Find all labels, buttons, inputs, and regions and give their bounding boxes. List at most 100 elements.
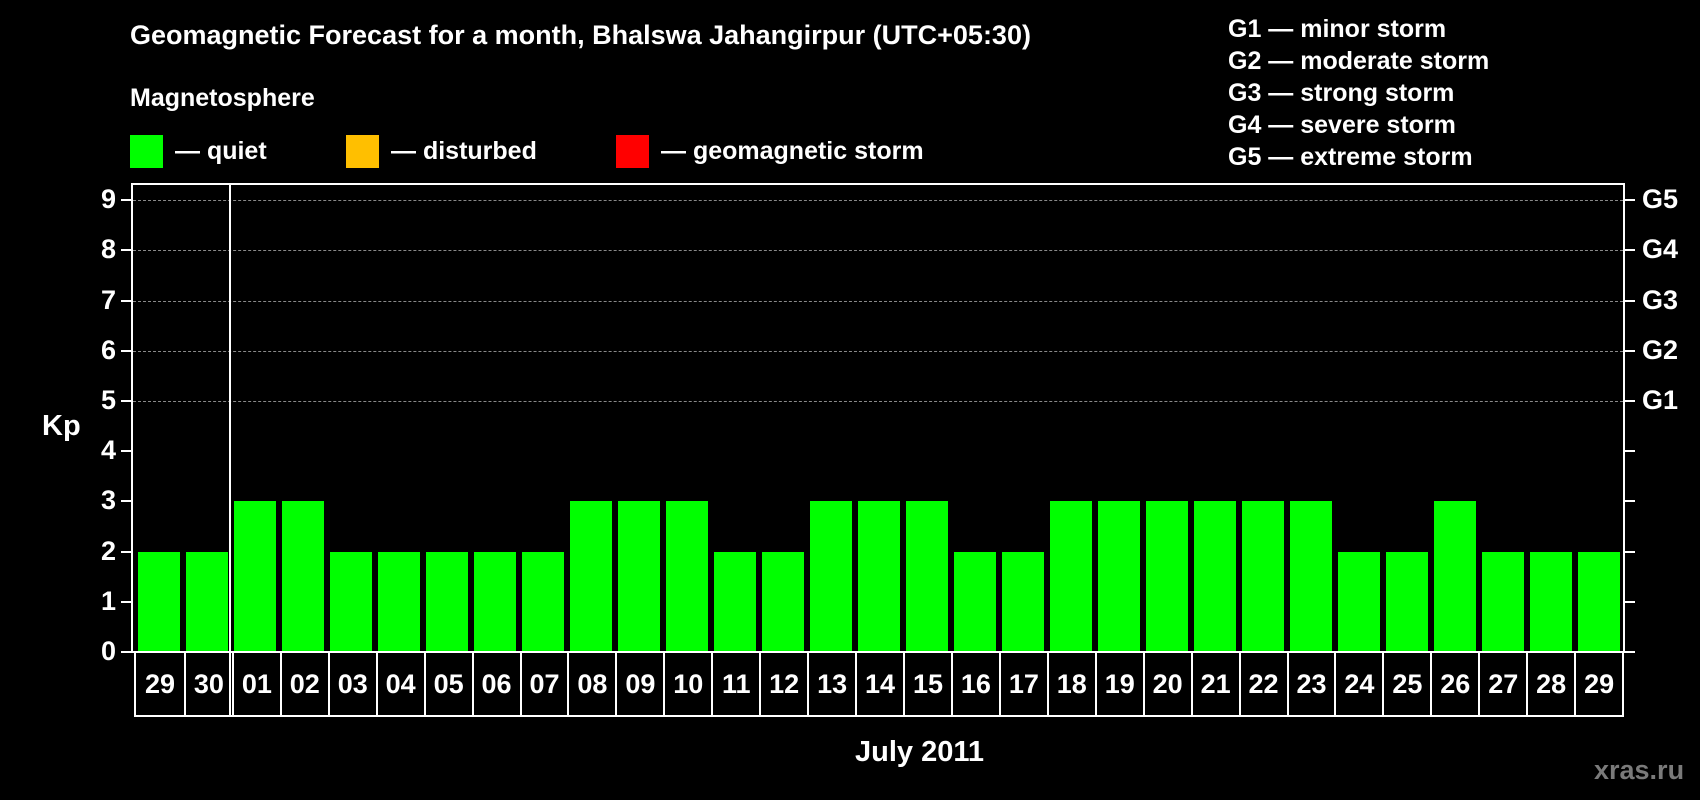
day-label: 02: [279, 653, 328, 715]
storm-swatch-icon: [616, 134, 649, 168]
day-label: 06: [471, 653, 520, 715]
y-tick-label: 6: [100, 334, 116, 365]
kp-bar: [1578, 551, 1620, 653]
kp-bar: [138, 551, 180, 653]
legend-item-quiet: — quiet: [130, 134, 267, 168]
kp-bar: [1242, 501, 1284, 653]
day-label: 23: [1286, 653, 1335, 715]
kp-bar: [426, 551, 468, 653]
day-label: 25: [1382, 653, 1430, 715]
gridline: [133, 401, 1623, 402]
y-tick: [121, 600, 131, 603]
kp-bar: [474, 551, 516, 653]
day-label: 07: [519, 653, 568, 715]
y-tick-label: 3: [100, 485, 116, 516]
day-label: 21: [1190, 653, 1239, 715]
g-level-label: G4: [1642, 234, 1679, 265]
x-axis-label: July 2011: [855, 736, 984, 768]
plot-area: [131, 183, 1625, 653]
y-tick-right: [1625, 550, 1635, 553]
kp-bar: [1290, 501, 1332, 653]
kp-bar: [522, 551, 564, 653]
month-divider: [229, 183, 231, 717]
kp-bar: [1530, 551, 1572, 653]
day-label: 08: [567, 653, 615, 715]
g-level-label: G3: [1642, 284, 1679, 315]
storm-scale-g1: G1 — minor storm: [1228, 15, 1447, 43]
y-axis-label: Kp: [42, 410, 81, 442]
y-tick: [121, 400, 131, 402]
watermark: xras.ru: [1594, 755, 1685, 785]
quiet-swatch-icon: [130, 134, 163, 168]
y-tick-label: 7: [100, 284, 116, 315]
kp-bar: [906, 501, 948, 653]
y-tick-right: [1625, 500, 1635, 503]
day-label: 10: [663, 653, 711, 715]
legend-item-disturbed: — disturbed: [346, 134, 537, 168]
storm-scale-g4: G4 — severe storm: [1228, 111, 1456, 139]
legend-item-storm: — geomagnetic storm: [616, 134, 924, 168]
y-tick-right: [1625, 249, 1635, 252]
g-level-label: G5: [1642, 184, 1679, 215]
g-level-label: G1: [1642, 385, 1679, 415]
kp-bar: [618, 501, 660, 653]
storm-scale-g2: G2 — moderate storm: [1228, 47, 1490, 75]
y-tick-label: 8: [100, 234, 116, 265]
day-label: 22: [1238, 653, 1287, 715]
storm-scale-g5: G5 — extreme storm: [1228, 143, 1473, 171]
day-label: 20: [1142, 653, 1191, 715]
y-tick-label: 0: [100, 636, 116, 666]
y-tick-right: [1625, 651, 1635, 653]
day-label: 28: [1526, 653, 1574, 715]
legend-label: — geomagnetic storm: [661, 136, 924, 165]
legend-heading: Magnetosphere: [130, 84, 315, 112]
day-label: 29: [144, 668, 175, 699]
y-tick-right: [1625, 299, 1635, 302]
day-label: 05: [423, 653, 472, 715]
day-label: 04: [375, 653, 424, 715]
day-label: 30: [183, 653, 232, 715]
kp-bar: [762, 551, 804, 653]
y-tick-right: [1625, 450, 1635, 453]
y-tick-label: 2: [100, 535, 116, 566]
day-label: 12: [759, 653, 807, 715]
kp-bar: [330, 551, 372, 653]
disturbed-swatch-icon: [346, 134, 379, 168]
storm-scale-legend: G1 — minor storm G2 — moderate storm G3 …: [1228, 13, 1489, 173]
day-label: 11: [711, 653, 759, 715]
kp-bar: [666, 501, 708, 653]
y-tick: [121, 550, 131, 553]
kp-bar: [954, 551, 996, 653]
kp-bar: [1482, 551, 1524, 653]
day-label: 16: [950, 653, 999, 715]
kp-bar: [858, 501, 900, 653]
storm-scale-g3: G3 — strong storm: [1228, 79, 1455, 107]
y-tick: [121, 450, 131, 453]
day-label: 24: [1334, 653, 1382, 715]
kp-bar: [1434, 501, 1476, 653]
kp-bar: [1338, 551, 1380, 653]
day-label: 19: [1094, 653, 1143, 715]
y-tick: [121, 299, 131, 302]
y-tick-right: [1625, 349, 1635, 352]
kp-bar: [714, 551, 756, 653]
day-label: 13: [807, 653, 855, 715]
y-tick-right: [1625, 600, 1635, 603]
kp-bar: [1002, 551, 1044, 653]
y-tick: [121, 500, 131, 503]
kp-bar: [570, 501, 612, 653]
kp-bar: [186, 551, 228, 653]
y-tick: [121, 349, 131, 352]
day-label: 14: [855, 653, 903, 715]
legend-label: — disturbed: [391, 136, 537, 165]
y-tick: [121, 199, 131, 202]
gridline: [133, 350, 1623, 352]
legend-label: — quiet: [175, 136, 267, 165]
day-label: 18: [1046, 653, 1095, 715]
y-tick-right: [1625, 400, 1635, 402]
kp-bar: [810, 501, 852, 653]
x-axis-day-labels: 29 30 01 02 03 04 05 06 07 08 09 10 11 12 13 14 15 16 17 18…: [134, 653, 1624, 717]
kp-bar: [1146, 501, 1188, 653]
kp-bar: [1050, 501, 1092, 653]
gridline: [133, 250, 1623, 252]
